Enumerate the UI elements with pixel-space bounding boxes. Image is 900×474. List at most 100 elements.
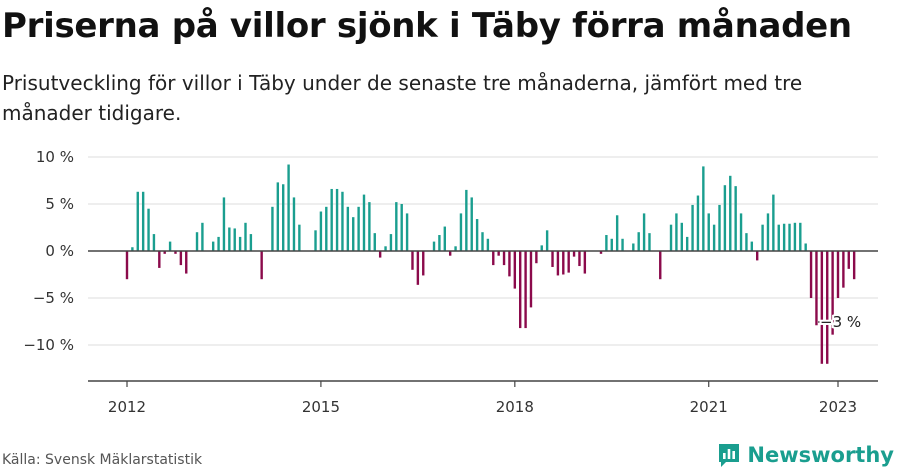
bar: [820, 251, 824, 364]
bar: [158, 251, 161, 268]
bar: [174, 251, 177, 254]
y-tick-label: 10 %: [36, 148, 74, 166]
bar: [454, 246, 457, 251]
grid-lines: [88, 156, 878, 346]
bar: [831, 251, 834, 335]
bar: [583, 251, 587, 274]
bar: [513, 251, 517, 289]
bar: [777, 224, 780, 251]
bar: [405, 213, 409, 251]
bar: [750, 241, 754, 251]
x-tick-label: 2023: [819, 398, 857, 416]
brand-name: Newsworthy: [747, 443, 894, 467]
bar: [319, 211, 323, 251]
bar: [287, 164, 290, 251]
bar: [826, 251, 829, 364]
brand-logo: Newsworthy: [717, 442, 894, 468]
bar: [793, 222, 797, 251]
bar: [292, 197, 296, 251]
bar: [718, 204, 721, 251]
bar: [551, 251, 554, 267]
bar: [459, 213, 463, 251]
bar: [707, 213, 710, 251]
bar: [502, 251, 506, 266]
bar: [691, 204, 694, 251]
bar: [131, 247, 134, 251]
bar: [152, 234, 156, 251]
bar: [492, 251, 495, 266]
x-tick-label: 2021: [690, 398, 728, 416]
bar: [572, 251, 576, 257]
bar: [815, 251, 818, 326]
bar: [432, 241, 436, 251]
bar: [567, 251, 570, 273]
bar: [228, 227, 231, 251]
bar: [389, 234, 393, 251]
bar: [362, 194, 366, 251]
bar: [147, 208, 150, 251]
bar: [298, 224, 301, 251]
bar: [723, 185, 727, 251]
annotation-label: −3 %: [820, 313, 861, 331]
bar: [384, 246, 387, 251]
bar: [621, 238, 624, 251]
bar: [659, 251, 662, 280]
bar: [782, 223, 786, 251]
x-tick-label: 2012: [108, 398, 146, 416]
bar: [761, 224, 764, 251]
bar: [605, 235, 608, 251]
bar: [168, 241, 172, 251]
bar: [702, 166, 705, 251]
y-tick-label: 5 %: [45, 195, 74, 213]
bar: [475, 219, 479, 251]
bar: [260, 251, 263, 280]
bar: [335, 188, 339, 251]
bar: [804, 243, 807, 251]
bar: [847, 251, 850, 269]
bar: [314, 230, 317, 251]
bar: [788, 223, 791, 251]
bar: [136, 191, 139, 251]
bar: [556, 251, 560, 276]
bar: [249, 234, 253, 251]
bar: [615, 215, 619, 251]
bar: [416, 251, 420, 285]
y-tick-label: −5 %: [33, 289, 74, 307]
bar: [378, 251, 382, 258]
bar: [734, 186, 737, 251]
bar: [443, 226, 446, 251]
bar: [599, 251, 603, 254]
axes: [88, 250, 878, 387]
bar: [809, 251, 813, 298]
y-tick-label: −10 %: [23, 336, 74, 354]
bar: [481, 232, 484, 251]
labels: −10 % −5 % 0 % 5 % 10 % 2012 2015 2018 2021 2023 −…: [23, 148, 863, 416]
bar: [325, 206, 328, 251]
bar: [282, 184, 285, 251]
bar: [470, 197, 473, 251]
bar: [373, 233, 376, 251]
x-tick-label: 2015: [302, 398, 340, 416]
bar: [341, 191, 344, 251]
bar: [368, 202, 371, 251]
bar: [163, 251, 166, 254]
bar: [195, 232, 199, 251]
bar: [357, 206, 360, 251]
bar: [675, 213, 678, 251]
bar: [141, 191, 145, 251]
bar: [540, 245, 543, 251]
bar: [330, 188, 333, 251]
bar: [739, 213, 743, 251]
bar: [529, 251, 533, 308]
bar: [535, 251, 538, 264]
bar: [680, 222, 683, 251]
chart-title: Priserna på villor sjönk i Täby förra må…: [2, 6, 852, 46]
bar: [685, 236, 689, 251]
bar: [238, 236, 242, 251]
bar: [438, 235, 441, 251]
bar: [852, 251, 856, 280]
bar: [766, 213, 770, 251]
bar: [217, 236, 220, 251]
bar: [465, 189, 468, 251]
bar: [696, 195, 700, 251]
